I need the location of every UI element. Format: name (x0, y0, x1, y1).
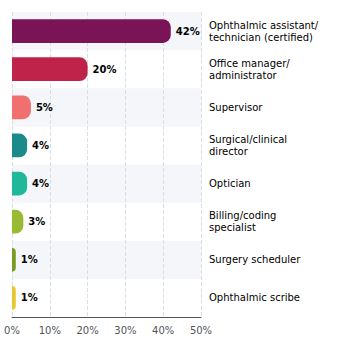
svg-text:20%: 20% (76, 325, 98, 336)
svg-text:4%: 4% (32, 178, 49, 189)
svg-text:1%: 1% (21, 254, 38, 265)
svg-text:10%: 10% (39, 325, 61, 336)
svg-text:30%: 30% (114, 325, 136, 336)
svg-text:50%: 50% (190, 325, 212, 336)
svg-text:technician (certified): technician (certified) (209, 32, 313, 43)
svg-text:42%: 42% (176, 26, 200, 37)
svg-text:40%: 40% (152, 325, 174, 336)
svg-text:Ophthalmic scribe: Ophthalmic scribe (209, 292, 300, 303)
svg-text:Surgery scheduler: Surgery scheduler (209, 254, 301, 265)
svg-text:1%: 1% (21, 292, 38, 303)
svg-text:Surgical/clinical: Surgical/clinical (209, 134, 287, 145)
svg-text:Optician: Optician (209, 178, 251, 189)
svg-text:Office manager/: Office manager/ (209, 58, 290, 69)
svg-text:Billing/coding: Billing/coding (209, 210, 276, 221)
svg-text:Supervisor: Supervisor (209, 102, 263, 113)
svg-text:specialist: specialist (209, 222, 256, 233)
svg-text:4%: 4% (32, 140, 49, 151)
svg-text:Ophthalmic assistant/: Ophthalmic assistant/ (209, 20, 319, 31)
svg-text:0%: 0% (4, 325, 20, 336)
svg-text:5%: 5% (36, 102, 53, 113)
svg-text:20%: 20% (93, 64, 117, 75)
svg-text:administrator: administrator (209, 70, 278, 81)
svg-text:director: director (209, 146, 249, 157)
svg-text:3%: 3% (28, 216, 45, 227)
